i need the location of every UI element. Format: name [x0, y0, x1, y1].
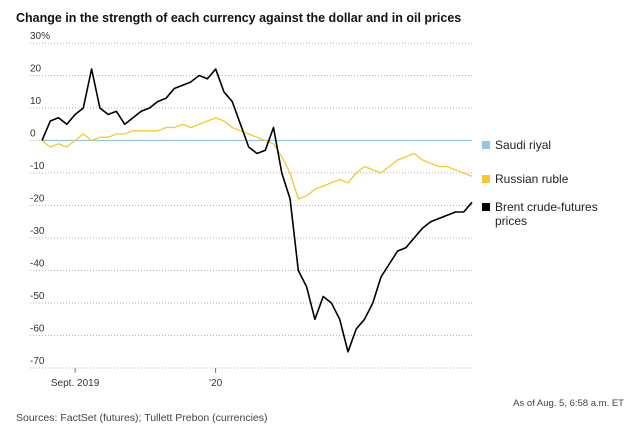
y-tick-label: -10	[30, 161, 45, 172]
series-line	[41, 68, 473, 353]
y-tick-label: 0	[30, 129, 36, 140]
legend-label: Saudi riyal	[495, 138, 552, 152]
y-tick-label: -60	[30, 324, 45, 335]
legend-item: Brent crude-futures prices	[482, 200, 632, 228]
legend-label: Russian ruble	[495, 172, 569, 186]
legend-swatch	[482, 141, 490, 149]
y-tick-label: 20	[30, 64, 42, 75]
legend-label: Brent crude-futures prices	[495, 200, 598, 228]
x-tick-label: Sept. 2019	[51, 378, 100, 389]
y-tick-label: -30	[30, 226, 45, 237]
legend-item: Saudi riyal	[482, 138, 632, 152]
y-tick-label: -40	[30, 259, 45, 270]
x-tick-label: '20	[209, 378, 222, 389]
y-tick-label: -70	[30, 356, 45, 367]
y-tick-label: 30%	[30, 31, 50, 42]
y-tick-label: -50	[30, 291, 45, 302]
legend-item: Russian ruble	[482, 172, 632, 186]
y-tick-label: 10	[30, 96, 42, 107]
note: As of Aug. 5, 6:58 a.m. ET	[513, 398, 624, 409]
legend-swatch	[482, 203, 490, 211]
source: Sources: FactSet (futures); Tullett Preb…	[16, 412, 268, 424]
chart-title: Change in the strength of each currency …	[16, 11, 461, 25]
legend-swatch	[482, 175, 490, 183]
y-tick-label: -20	[30, 194, 45, 205]
series-line	[41, 117, 473, 200]
